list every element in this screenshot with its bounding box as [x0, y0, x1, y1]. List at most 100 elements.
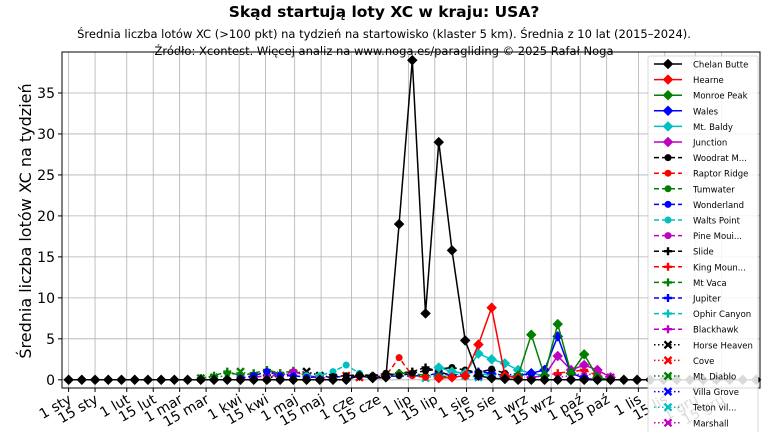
- legend-entry: Monroe Peak: [654, 89, 748, 102]
- data-point: [393, 218, 405, 230]
- legend-label: Jupiter: [692, 295, 721, 305]
- series-line: [240, 370, 453, 379]
- y-tick-label: 10: [37, 291, 55, 307]
- data-point: [221, 374, 233, 386]
- y-tick-label: 25: [37, 168, 55, 184]
- data-point: [420, 308, 431, 319]
- data-point: [248, 374, 260, 386]
- data-point: [116, 374, 127, 386]
- legend-entry: Tumwater: [654, 185, 735, 195]
- legend-marker: [664, 169, 672, 177]
- legend-marker: [662, 136, 674, 148]
- legend-label: Marshall: [693, 419, 729, 429]
- data-point: [395, 354, 403, 362]
- legend-marker: [664, 294, 672, 302]
- data-point: [433, 136, 445, 148]
- legend-marker: [664, 309, 672, 318]
- data-point: [473, 339, 484, 350]
- legend-marker: [663, 371, 673, 381]
- legend-entry: King Moun...: [654, 262, 746, 273]
- legend-entry: Villa Grove: [654, 387, 739, 398]
- legend-entry: Ophir Canyon: [654, 309, 751, 320]
- data-point: [488, 365, 496, 373]
- legend-marker: [664, 247, 672, 256]
- legend-marker: [663, 402, 673, 412]
- legend-label: Chelan Butte: [693, 61, 748, 71]
- data-point: [446, 371, 458, 383]
- data-point: [408, 369, 416, 377]
- legend-label: Junction: [692, 139, 727, 149]
- data-point: [512, 374, 524, 386]
- legend-marker: [664, 325, 672, 334]
- legend-marker: [664, 185, 672, 193]
- legend-entry: Woodrat M...: [654, 154, 747, 164]
- legend-marker: [662, 105, 674, 117]
- legend-entry: Teton vil...: [654, 402, 736, 414]
- data-point: [314, 374, 326, 386]
- data-point: [380, 371, 392, 383]
- data-point: [486, 372, 497, 384]
- legend-marker: [664, 200, 672, 208]
- series-line: [557, 372, 611, 379]
- data-point: [301, 374, 312, 386]
- legend-label: Blackhawk: [693, 326, 739, 336]
- y-tick-label: 5: [46, 332, 55, 348]
- legend-label: Pine Moui...: [693, 232, 742, 242]
- data-point: [235, 374, 246, 386]
- legend-entry: Blackhawk: [654, 325, 739, 336]
- data-point: [395, 372, 403, 380]
- legend-entry: Chelan Butte: [654, 58, 748, 71]
- data-point: [552, 318, 564, 330]
- data-point: [433, 362, 445, 373]
- legend-entry: Horse Heaven: [654, 340, 753, 351]
- legend-marker: [663, 356, 673, 365]
- legend-entry: Walts Point: [654, 216, 741, 227]
- legend-marker: [664, 154, 672, 162]
- legend-label: King Moun...: [693, 263, 746, 273]
- data-point: [236, 367, 245, 376]
- legend-label: Raptor Ridge: [693, 170, 748, 180]
- data-point: [459, 335, 471, 346]
- legend-entry: Slide: [654, 247, 714, 258]
- data-point: [195, 374, 207, 386]
- legend-entry: Junction: [654, 136, 727, 149]
- data-point: [618, 374, 630, 386]
- legend-entry: Mt Vaca: [654, 278, 727, 289]
- data-point: [142, 374, 154, 386]
- legend-entry: Mt. Baldy: [654, 121, 733, 133]
- series-line: [200, 369, 307, 379]
- y-tick-label: 15: [37, 250, 55, 266]
- legend-label: Wonderland: [693, 201, 744, 211]
- legend-label: Cove: [693, 357, 714, 367]
- data-point: [263, 368, 271, 376]
- data-point: [182, 374, 193, 386]
- data-point: [525, 374, 537, 386]
- data-point: [274, 374, 286, 386]
- legend-marker: [663, 387, 673, 396]
- legend-label: Villa Grove: [693, 388, 739, 398]
- data-point: [223, 367, 232, 376]
- chart-source: Źródło: Xcontest. Więcej analiz na www.n…: [154, 43, 613, 58]
- data-point: [552, 374, 564, 386]
- y-axis: 0 5 10 15 20 25 30 35: [37, 86, 62, 389]
- y-tick-label: 35: [37, 86, 55, 102]
- data-point: [486, 302, 497, 314]
- chart-title: Skąd startują loty XC w kraju: USA?: [229, 3, 540, 21]
- legend-marker: [662, 58, 674, 70]
- data-point: [329, 368, 337, 376]
- data-point: [406, 54, 418, 66]
- y-axis-label: Średnia liczba lotów XC na tydzień: [16, 83, 35, 358]
- y-tick-label: 0: [46, 373, 55, 389]
- plot-frame: [61, 51, 761, 389]
- legend-marker: [662, 74, 674, 85]
- legend-label: Wales: [693, 107, 719, 117]
- data-point: [592, 374, 603, 386]
- y-tick-label: 20: [37, 209, 55, 225]
- plot-area: [63, 54, 762, 386]
- chart-subtitle: Średnia liczba lotów XC (>100 pkt) na ty…: [77, 26, 691, 41]
- data-point: [578, 349, 590, 360]
- data-point: [631, 374, 643, 386]
- legend-marker: [663, 418, 673, 428]
